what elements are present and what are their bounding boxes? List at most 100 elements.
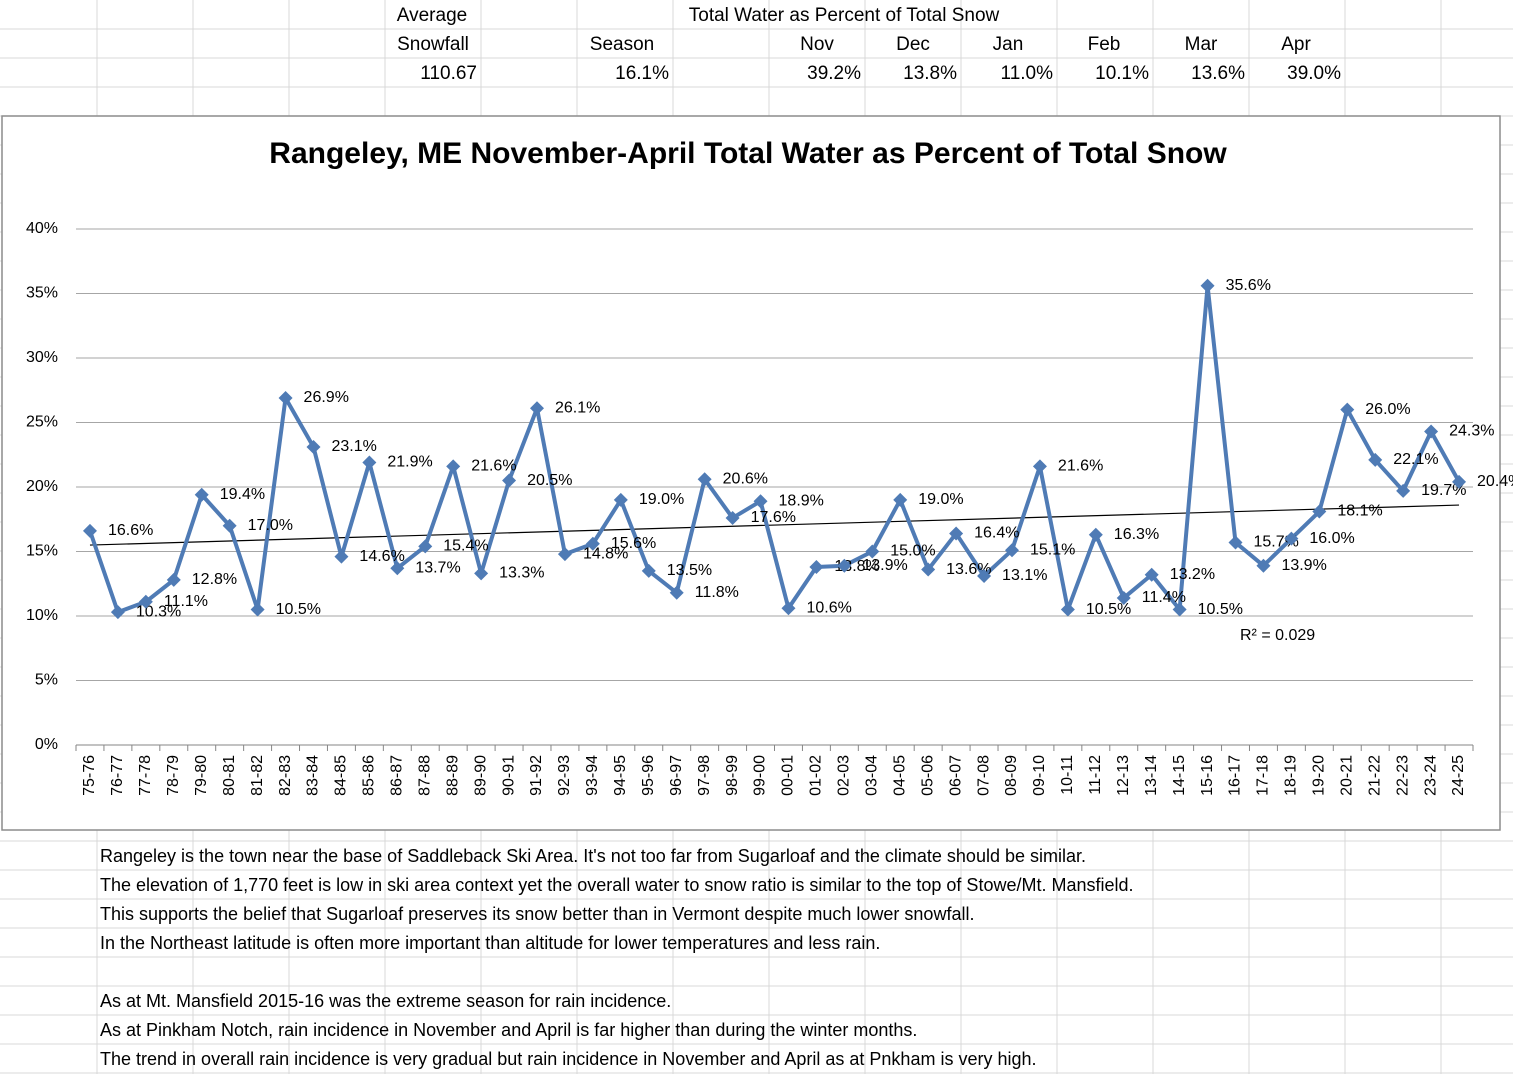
y-tick-label: 25% [26, 414, 58, 431]
x-tick-label: 08-09 [1003, 755, 1020, 796]
x-tick-label: 01-02 [808, 755, 825, 796]
x-tick-label: 20-21 [1338, 755, 1355, 796]
data-point [809, 559, 824, 574]
x-tick-label: 06-07 [947, 755, 964, 796]
data-point [418, 539, 433, 554]
x-tick-label: 05-06 [919, 755, 936, 796]
y-tick-label: 10% [26, 607, 58, 624]
x-tick-label: 93-94 [584, 755, 601, 796]
data-point [1004, 543, 1019, 558]
data-point [502, 473, 517, 488]
data-point [1032, 459, 1047, 474]
data-point [557, 547, 572, 562]
data-point [725, 510, 740, 525]
data-label: 26.1% [555, 400, 600, 417]
data-label: 20.5% [527, 472, 572, 489]
y-tick-label: 35% [26, 285, 58, 302]
data-point [669, 585, 684, 600]
data-point [110, 605, 125, 620]
data-label: 10.6% [806, 599, 851, 616]
data-point [278, 390, 293, 405]
x-tick-label: 14-15 [1171, 755, 1188, 796]
data-point [1312, 504, 1327, 519]
x-tick-label: 16-17 [1227, 755, 1244, 796]
data-point [613, 492, 628, 507]
x-tick-label: 89-90 [472, 755, 489, 796]
data-label: 15.4% [443, 538, 488, 555]
x-tick-label: 21-22 [1366, 755, 1383, 796]
data-point [222, 518, 237, 533]
header-cell: Dec [896, 34, 930, 55]
x-tick-label: 81-82 [249, 755, 266, 796]
data-label: 10.5% [1198, 601, 1243, 618]
x-tick-label: 24-25 [1450, 755, 1467, 796]
x-tick-label: 91-92 [528, 755, 545, 796]
data-point [1256, 558, 1271, 573]
data-label: 15.6% [611, 535, 656, 552]
data-label: 13.9% [862, 557, 907, 574]
x-tick-label: 02-03 [836, 755, 853, 796]
x-tick-label: 85-86 [361, 755, 378, 796]
data-label: 35.6% [1226, 277, 1271, 294]
trendline-label: R² = 0.029 [1240, 627, 1315, 644]
x-tick-label: 94-95 [612, 755, 629, 796]
x-tick-label: 13-14 [1143, 755, 1160, 796]
value-cell: 13.8% [903, 63, 957, 84]
x-tick-label: 11-12 [1087, 755, 1104, 795]
data-label: 20.4% [1477, 473, 1513, 490]
data-point [977, 569, 992, 584]
x-tick-label: 84-85 [333, 755, 350, 796]
data-label: 26.9% [304, 389, 349, 406]
data-point [1452, 474, 1467, 489]
x-tick-label: 22-23 [1394, 755, 1411, 796]
x-tick-label: 00-01 [780, 755, 797, 796]
y-tick-label: 20% [26, 478, 58, 495]
x-tick-label: 07-08 [975, 755, 992, 796]
data-point [837, 558, 852, 573]
note: The elevation of 1,770 feet is low in sk… [100, 875, 1134, 895]
x-tick-label: 09-10 [1031, 755, 1048, 796]
x-tick-label: 96-97 [668, 755, 685, 796]
data-point [697, 472, 712, 487]
data-point [446, 459, 461, 474]
data-point [893, 492, 908, 507]
note: As at Mt. Mansfield 2015-16 was the extr… [100, 991, 671, 1011]
data-point [390, 561, 405, 576]
chart-area [1, 115, 1501, 831]
x-tick-label: 76-77 [109, 755, 126, 796]
data-label: 17.6% [751, 509, 796, 526]
x-tick-label: 79-80 [193, 755, 210, 796]
x-tick-label: 82-83 [277, 755, 294, 796]
data-point [194, 487, 209, 502]
data-point [1368, 452, 1383, 467]
value-cell: 39.0% [1287, 63, 1341, 84]
data-point [138, 594, 153, 609]
x-tick-label: 86-87 [389, 755, 406, 796]
x-tick-label: 98-99 [724, 755, 741, 796]
data-label: 13.7% [415, 559, 460, 576]
data-label: 16.0% [1309, 530, 1354, 547]
data-point [1144, 567, 1159, 582]
x-tick-label: 80-81 [221, 755, 238, 796]
data-label: 21.9% [387, 454, 432, 471]
data-point [1284, 531, 1299, 546]
data-point [921, 562, 936, 577]
data-label: 13.1% [1002, 567, 1047, 584]
data-label: 19.0% [918, 491, 963, 508]
data-point [1060, 602, 1075, 617]
data-point [306, 440, 321, 455]
data-point [334, 549, 349, 564]
x-tick-label: 19-20 [1311, 755, 1328, 796]
x-tick-label: 88-89 [444, 755, 461, 796]
data-point [362, 455, 377, 470]
data-point [1424, 424, 1439, 439]
header-cell: Feb [1088, 34, 1121, 55]
data-label: 13.5% [667, 562, 712, 579]
x-tick-label: 12-13 [1115, 755, 1132, 796]
note: The trend in overall rain incidence is v… [100, 1049, 1036, 1069]
x-tick-label: 17-18 [1255, 755, 1272, 796]
data-label: 15.0% [890, 543, 935, 560]
data-line [88, 283, 1461, 615]
data-label: 13.2% [1170, 566, 1215, 583]
data-point [530, 401, 545, 416]
